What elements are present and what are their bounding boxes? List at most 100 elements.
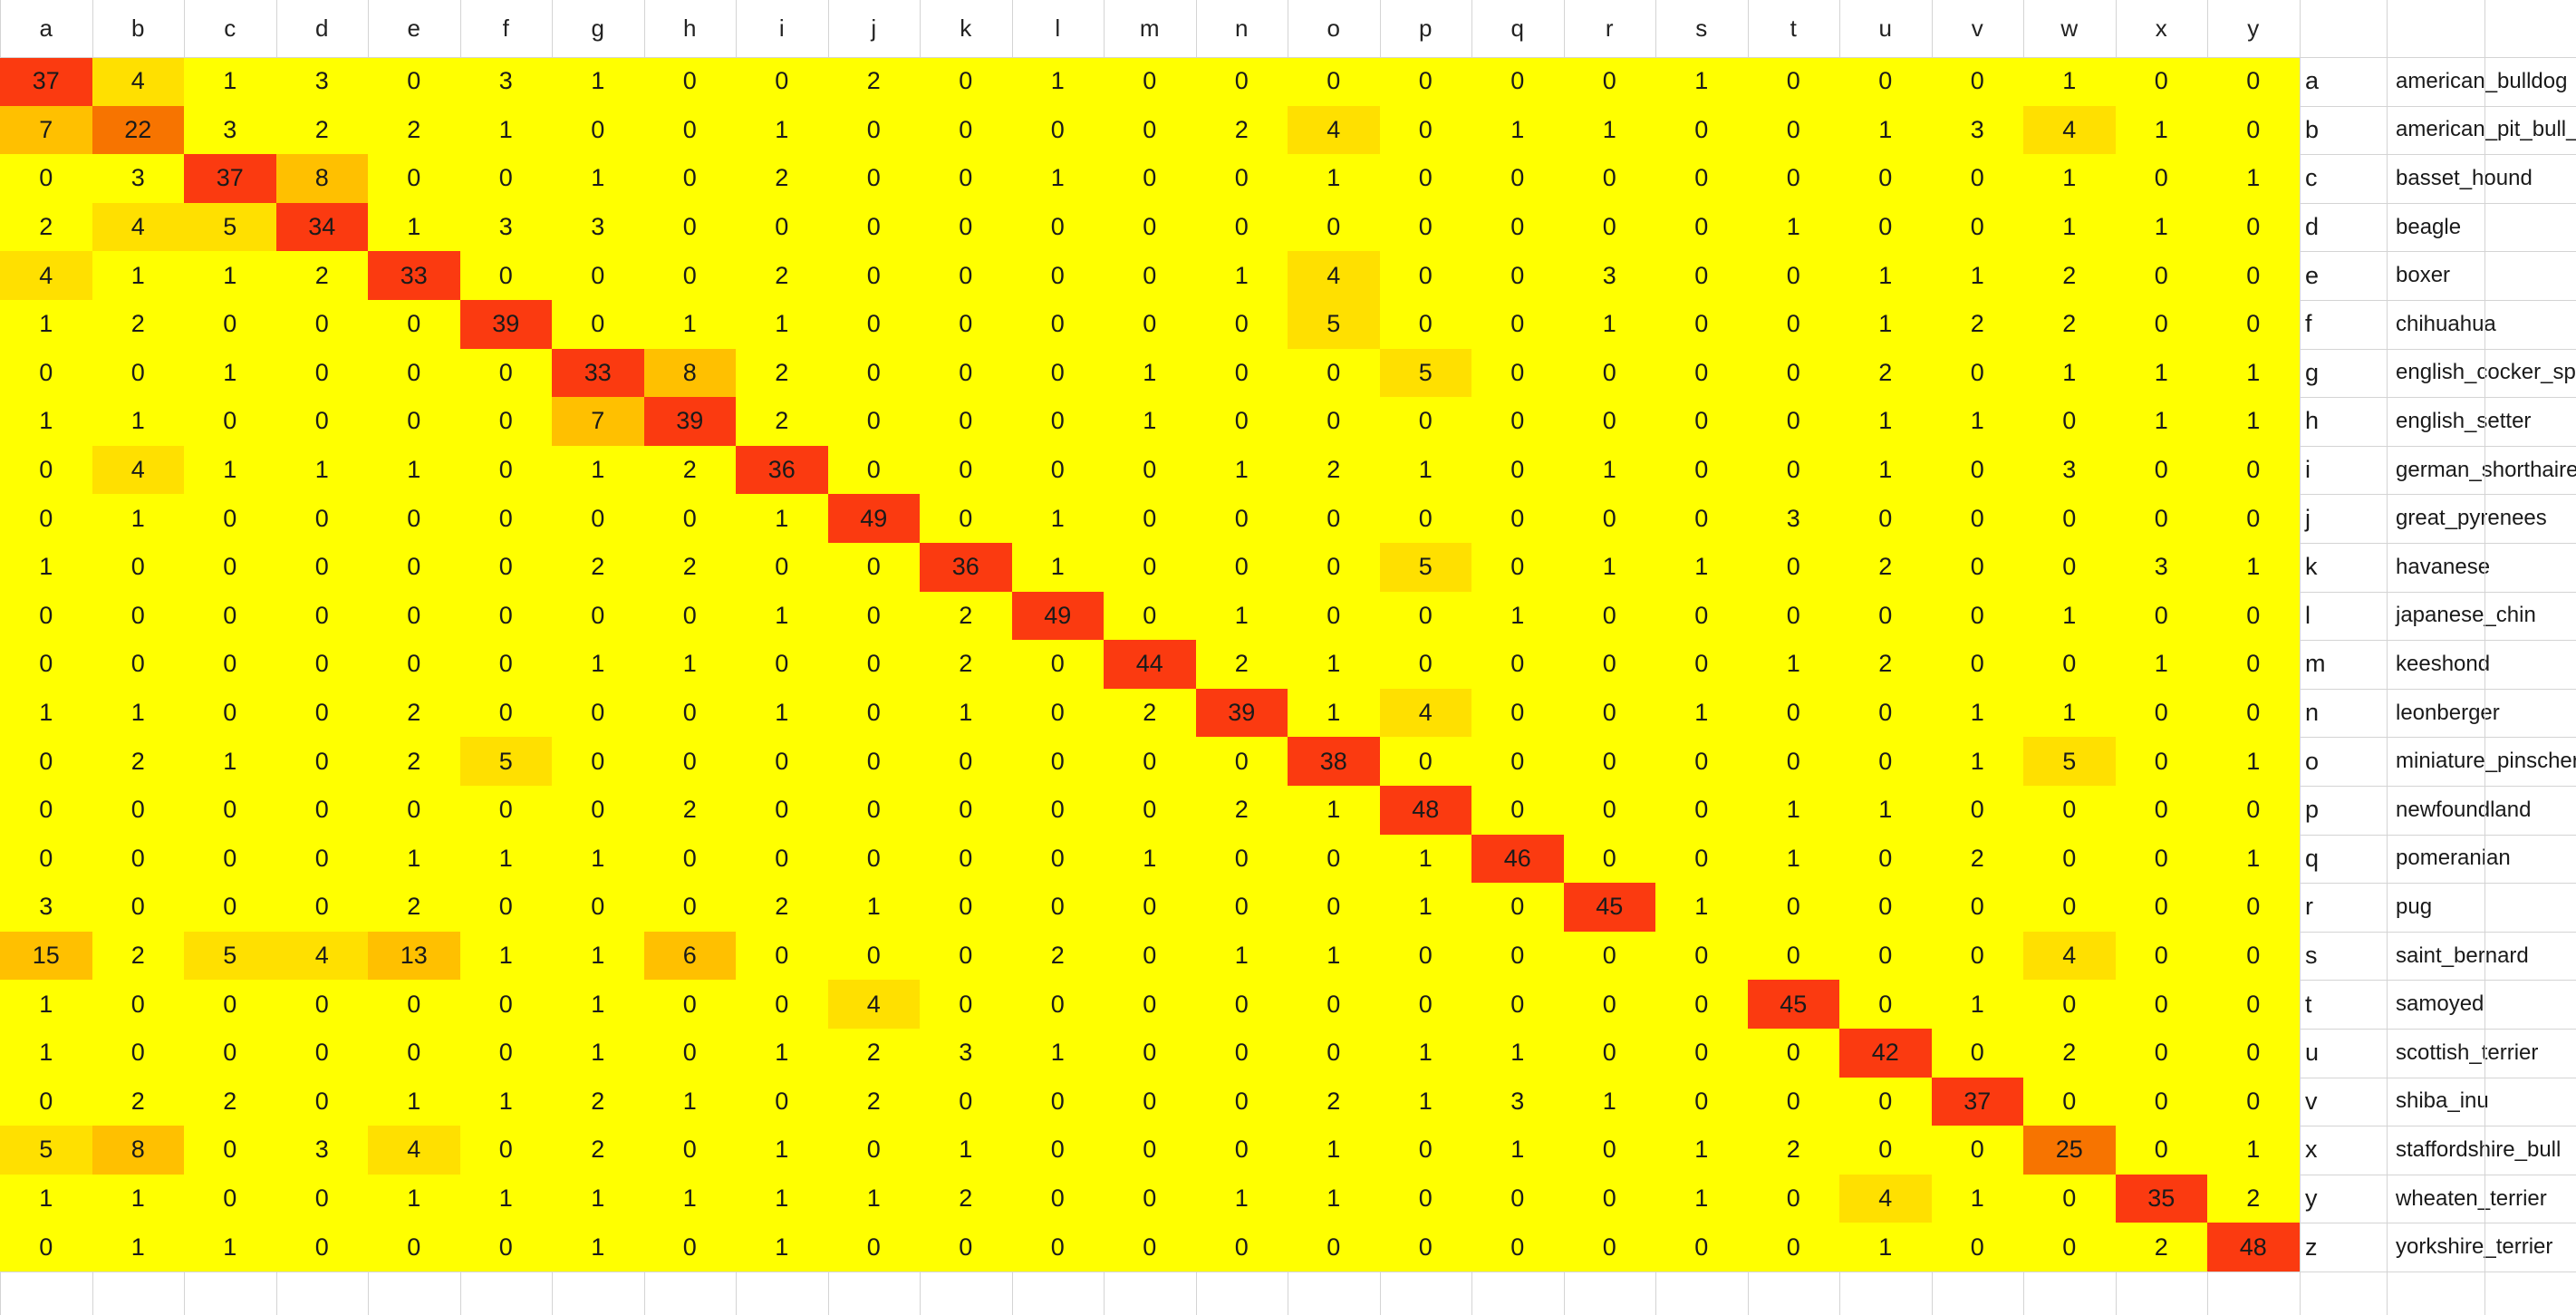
heatmap-cell: 0 <box>1471 980 1564 1029</box>
heatmap-cell: 3 <box>459 202 552 252</box>
heatmap-cell: 0 <box>827 1223 920 1271</box>
heatmap-cell: 1 <box>1747 834 1839 884</box>
heatmap-cell: 0 <box>1839 154 1932 203</box>
heatmap-cell: 2 <box>552 1126 644 1175</box>
gridline <box>1564 1271 1565 1315</box>
heatmap-cell: 0 <box>736 640 828 689</box>
gridline <box>1104 0 1105 57</box>
row-class-name: american_pit_bull_ <box>2396 117 2576 142</box>
gridline <box>2300 980 2576 981</box>
heatmap-cell: 4 <box>275 931 368 981</box>
heatmap-cell: 1 <box>1195 251 1288 300</box>
heatmap-cell: 1 <box>459 931 552 981</box>
heatmap-cell: 0 <box>1379 737 1471 786</box>
heatmap-cell: 0 <box>1563 688 1655 738</box>
gridline <box>2300 397 2576 398</box>
gridline <box>2300 154 2576 155</box>
row-code-label: e <box>2305 261 2320 289</box>
column-header: w <box>2060 15 2079 42</box>
heatmap-cell: 0 <box>1379 640 1471 689</box>
heatmap-cell: 0 <box>1471 397 1564 446</box>
heatmap-cell: 0 <box>275 591 368 641</box>
gridline <box>2387 0 2388 1315</box>
heatmap-cell: 0 <box>920 834 1012 884</box>
heatmap-cell: 0 <box>1931 202 2023 252</box>
heatmap-cell: 0 <box>1747 737 1839 786</box>
heatmap-cell: 0 <box>2207 105 2300 155</box>
gridline <box>1932 0 1933 57</box>
heatmap-cell: 0 <box>1104 543 1196 592</box>
heatmap-cell: 0 <box>920 105 1012 155</box>
heatmap-cell: 2 <box>2023 1029 2116 1078</box>
heatmap-cell: 0 <box>1104 980 1196 1029</box>
heatmap-cell: 0 <box>1011 105 1104 155</box>
heatmap-cell: 0 <box>1104 57 1196 106</box>
heatmap-cell: 1 <box>552 931 644 981</box>
heatmap-cell: 3 <box>552 202 644 252</box>
heatmap-cell: 0 <box>1195 348 1288 398</box>
heatmap-cell: 0 <box>1011 348 1104 398</box>
gridline <box>1748 0 1749 57</box>
heatmap-cell: 2 <box>827 57 920 106</box>
heatmap-cell: 1 <box>1288 931 1380 981</box>
gridline <box>644 1271 645 1315</box>
heatmap-cell: 1 <box>368 445 460 495</box>
heatmap-cell: 0 <box>1471 688 1564 738</box>
heatmap-cell: 3 <box>275 1126 368 1175</box>
heatmap-cell: 0 <box>643 251 736 300</box>
heatmap-cell: 1 <box>2115 202 2207 252</box>
gridline <box>1748 1271 1749 1315</box>
gridline <box>2300 203 2576 204</box>
heatmap-cell: 0 <box>1104 251 1196 300</box>
heatmap-cell: 0 <box>1471 300 1564 349</box>
heatmap-cell: 0 <box>920 300 1012 349</box>
heatmap-cell: 1 <box>92 494 184 543</box>
heatmap-cell: 1 <box>0 1174 92 1223</box>
heatmap-cell: 2 <box>643 543 736 592</box>
heatmap-cell: 48 <box>1379 786 1471 835</box>
gridline <box>2300 106 2576 107</box>
heatmap-cell: 0 <box>1839 1077 1932 1126</box>
row-code-label: g <box>2305 358 2320 386</box>
heatmap-cell: 0 <box>275 397 368 446</box>
heatmap-cell: 33 <box>552 348 644 398</box>
row-code-label: j <box>2305 504 2311 532</box>
heatmap-cell: 0 <box>368 494 460 543</box>
heatmap-cell: 0 <box>2023 980 2116 1029</box>
gridline <box>2300 689 2576 690</box>
heatmap-cell: 0 <box>1379 154 1471 203</box>
heatmap-cell: 2 <box>2115 1223 2207 1271</box>
heatmap-cell: 0 <box>1104 1126 1196 1175</box>
heatmap-cell: 0 <box>552 688 644 738</box>
heatmap-cell: 0 <box>1379 105 1471 155</box>
heatmap-cell: 33 <box>368 251 460 300</box>
gridline <box>2023 1271 2024 1315</box>
heatmap-cell: 0 <box>2207 931 2300 981</box>
heatmap-cell: 0 <box>1471 445 1564 495</box>
heatmap-cell: 0 <box>184 1126 276 1175</box>
heatmap-cell: 0 <box>643 494 736 543</box>
heatmap-cell: 1 <box>92 1174 184 1223</box>
heatmap-cell: 5 <box>0 1126 92 1175</box>
heatmap-cell: 0 <box>1195 1223 1288 1271</box>
heatmap-cell: 4 <box>1839 1174 1932 1223</box>
heatmap-cell: 0 <box>643 834 736 884</box>
heatmap-cell: 0 <box>1655 251 1748 300</box>
heatmap-cell: 0 <box>1379 931 1471 981</box>
heatmap-cell: 0 <box>2207 445 2300 495</box>
heatmap-cell: 0 <box>1931 348 2023 398</box>
heatmap-cell: 1 <box>1288 786 1380 835</box>
heatmap-cell: 1 <box>2115 348 2207 398</box>
heatmap-cell: 0 <box>2115 445 2207 495</box>
gridline <box>1196 1271 1197 1315</box>
heatmap-cell: 1 <box>1011 154 1104 203</box>
heatmap-cell: 0 <box>2023 397 2116 446</box>
heatmap-cell: 1 <box>643 1174 736 1223</box>
heatmap-cell: 0 <box>920 494 1012 543</box>
gridline <box>1564 0 1565 57</box>
heatmap-cell: 1 <box>1288 1126 1380 1175</box>
heatmap-cell: 1 <box>2023 154 2116 203</box>
row-code-label: p <box>2305 796 2320 824</box>
heatmap-cell: 35 <box>2115 1174 2207 1223</box>
gridline <box>920 1271 921 1315</box>
